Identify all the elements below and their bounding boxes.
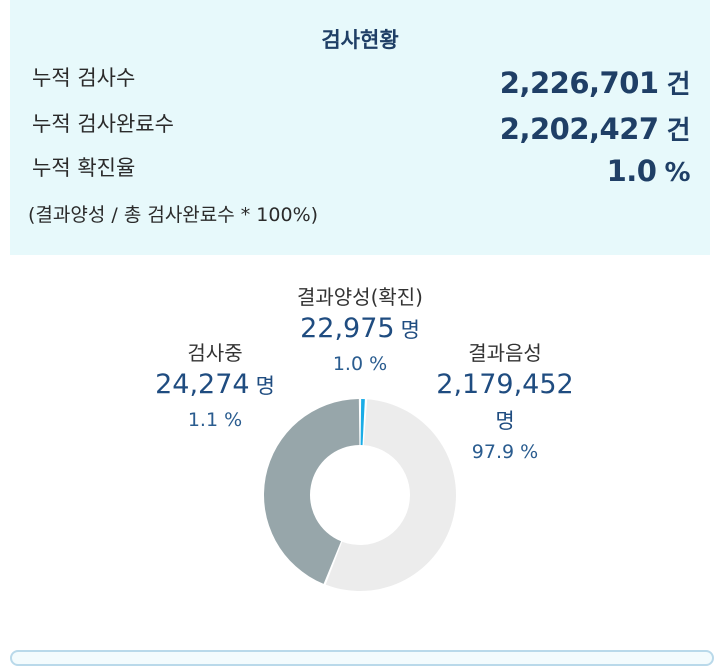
slice-positive	[360, 399, 365, 446]
donut-slices	[264, 399, 457, 591]
test-result-chart: 결과양성(확진) 22,975 명 1.0 % 검사중 24,274 명 1.1 %…	[10, 255, 710, 647]
slice-negative	[325, 399, 457, 591]
positive-rate-value: 1.0%	[606, 154, 691, 188]
test-status-summary: 검사현황 누적 검사수 2,226,701 건 누적 검사완료수 2,202,42…	[10, 0, 710, 255]
testing-label: 검사중	[187, 341, 243, 365]
positive-count-number: 22,975	[300, 313, 395, 344]
positive-rate-label: 누적 확진율	[32, 156, 136, 180]
cumulative-completed-label: 누적 검사완료수	[32, 112, 174, 136]
positive-count-unit: 명	[400, 318, 420, 342]
testing-count-unit: 명	[255, 374, 275, 398]
cumulative-tests-unit: 건	[666, 70, 691, 100]
cumulative-tests-number: 2,226,701	[499, 66, 659, 100]
negative-label: 결과음성	[468, 341, 542, 365]
testing-percent: 1.1 %	[187, 409, 243, 431]
positive-percent: 1.0 %	[332, 353, 388, 375]
positive-rate-formula-note: (결과양성 / 총 검사완료수 * 100%)	[28, 204, 319, 226]
slice-testing	[264, 399, 360, 584]
cumulative-completed-number: 2,202,427	[499, 112, 659, 146]
negative-count-unit: 명	[495, 409, 515, 433]
negative-percent: 97.9 %	[471, 441, 539, 463]
testing-count-number: 24,274	[155, 369, 250, 400]
cumulative-tests-value: 2,226,701 건	[499, 64, 691, 101]
cumulative-completed-unit: 건	[666, 116, 691, 146]
positive-rate-unit: %	[664, 158, 690, 188]
next-card-edge	[10, 650, 714, 666]
testing-count: 24,274 명	[140, 369, 290, 400]
negative-count: 2,179,452	[436, 369, 574, 400]
cumulative-tests-label: 누적 검사수	[32, 66, 136, 90]
donut-chart	[264, 399, 457, 591]
cumulative-completed-value: 2,202,427 건	[499, 110, 691, 147]
positive-count: 22,975 명	[270, 313, 450, 344]
summary-title: 검사현황	[321, 28, 399, 52]
positive-label: 결과양성(확진)	[296, 285, 423, 309]
positive-rate-number: 1.0	[606, 154, 657, 188]
